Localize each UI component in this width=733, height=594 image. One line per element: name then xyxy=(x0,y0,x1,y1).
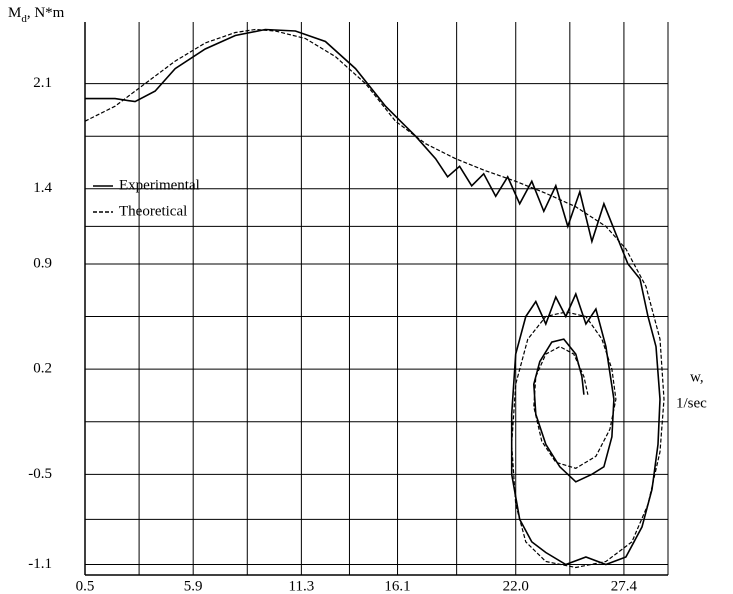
x-tick-label: 27.4 xyxy=(611,578,638,594)
x-tick-label: 5.9 xyxy=(184,578,203,594)
y-label-unit: , N*m xyxy=(27,5,65,21)
legend-label: Theoretical xyxy=(119,203,187,219)
x-axis-label: w, xyxy=(690,369,704,385)
y-tick-label: 0.2 xyxy=(33,361,52,377)
data-line xyxy=(85,28,661,566)
x-axis-label: 1/sec xyxy=(676,395,707,411)
y-axis-label: Md, N*m xyxy=(8,5,65,24)
x-tick-label: 0.5 xyxy=(76,578,95,594)
y-tick-label: -1.1 xyxy=(28,556,52,572)
y-tick-label: -0.5 xyxy=(28,466,52,482)
y-tick-label: 0.9 xyxy=(33,255,52,271)
x-tick-label: 22.0 xyxy=(503,578,529,594)
x-tick-label: 11.3 xyxy=(289,578,315,594)
y-label-main: M xyxy=(8,5,21,21)
y-label-sub: d xyxy=(21,13,27,25)
y-tick-label: 1.4 xyxy=(33,180,52,196)
data-line xyxy=(84,28,665,569)
y-tick-label: 2.1 xyxy=(33,75,52,91)
legend-label: Experimental xyxy=(119,177,200,193)
x-tick-label: 16.1 xyxy=(384,578,410,594)
